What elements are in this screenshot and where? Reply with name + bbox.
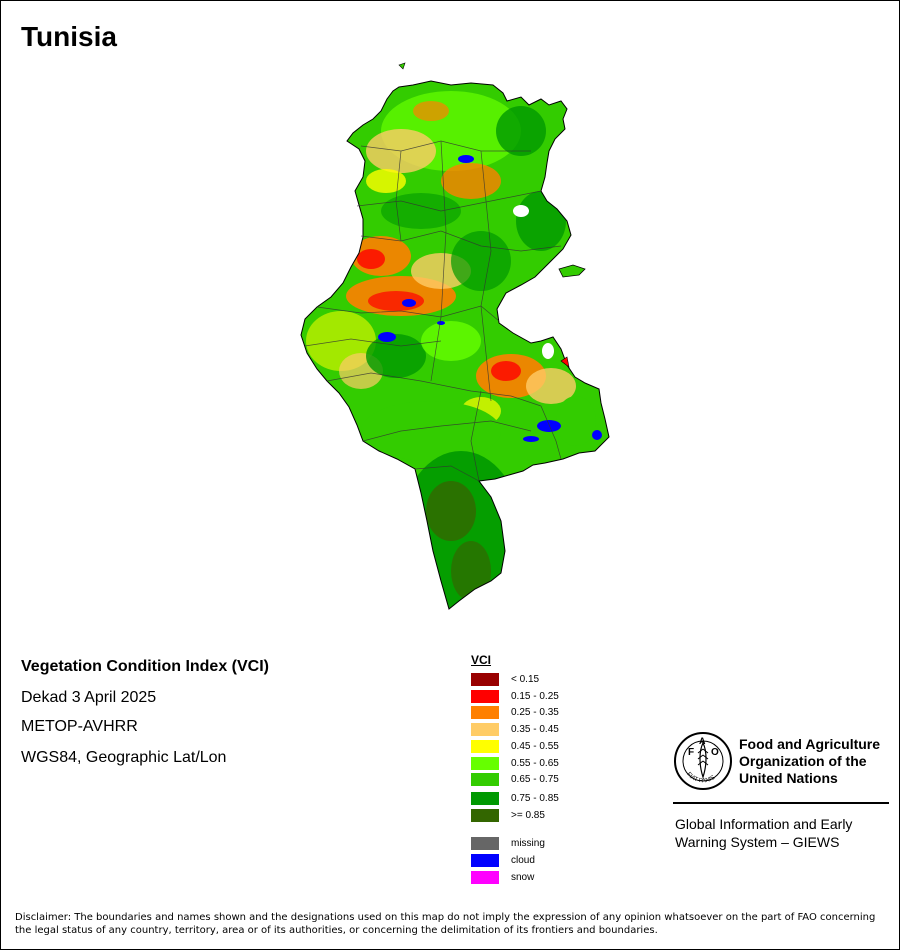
legend-swatch [471, 792, 499, 805]
legend-label: 0.55 - 0.65 [511, 758, 559, 769]
org-name-line1: Food and Agriculture [739, 736, 881, 752]
legend-label: snow [511, 872, 535, 883]
legend-label: cloud [511, 855, 535, 866]
organization-name: Food and Agriculture Organization of the… [739, 736, 880, 787]
legend-swatch [471, 773, 499, 786]
legend-swatch [471, 740, 499, 753]
svg-text:F: F [688, 747, 694, 758]
legend-swatch [471, 673, 499, 686]
disclaimer-text: Disclaimer: The boundaries and names sho… [15, 912, 876, 936]
tunisia-vci-map [300, 62, 610, 610]
divider [673, 802, 889, 804]
legend-swatch [471, 757, 499, 770]
legend-title: VCI [471, 653, 492, 667]
legend-label: 0.45 - 0.55 [511, 741, 559, 752]
map-title: Tunisia [21, 21, 117, 52]
org-name-line2: Organization of the [739, 753, 867, 769]
legend-swatch [471, 690, 499, 703]
fao-emblem-icon: F A O FIAT PANIS [674, 732, 732, 790]
legend-label: 0.65 - 0.75 [511, 774, 559, 785]
legend-swatch [471, 871, 499, 884]
svg-text:O: O [711, 747, 719, 758]
giews-name: Global Information and Early Warning Sys… [675, 815, 852, 851]
legend-label: 0.35 - 0.45 [511, 724, 559, 735]
legend-label: 0.25 - 0.35 [511, 707, 559, 718]
legend-label: >= 0.85 [511, 810, 545, 821]
org-name-line3: United Nations [739, 770, 838, 786]
giews-line1: Global Information and Early [675, 816, 853, 832]
legend-swatch [471, 723, 499, 736]
legend-label: < 0.15 [511, 674, 540, 685]
product-heading: Vegetation Condition Index (VCI) [21, 658, 269, 675]
sensor-label: METOP-AVHRR [21, 718, 138, 735]
legend-swatch [471, 706, 499, 719]
svg-text:A: A [699, 736, 706, 746]
giews-line2: Warning System – GIEWS [675, 834, 840, 850]
period-label: Dekad 3 April 2025 [21, 689, 157, 706]
legend-swatch [471, 837, 499, 850]
projection-label: WGS84, Geographic Lat/Lon [21, 749, 227, 766]
legend-label: missing [511, 838, 545, 849]
legend-swatch [471, 854, 499, 867]
legend-label: 0.15 - 0.25 [511, 691, 559, 702]
legend-swatch [471, 809, 499, 822]
legend-label: 0.75 - 0.85 [511, 793, 559, 804]
